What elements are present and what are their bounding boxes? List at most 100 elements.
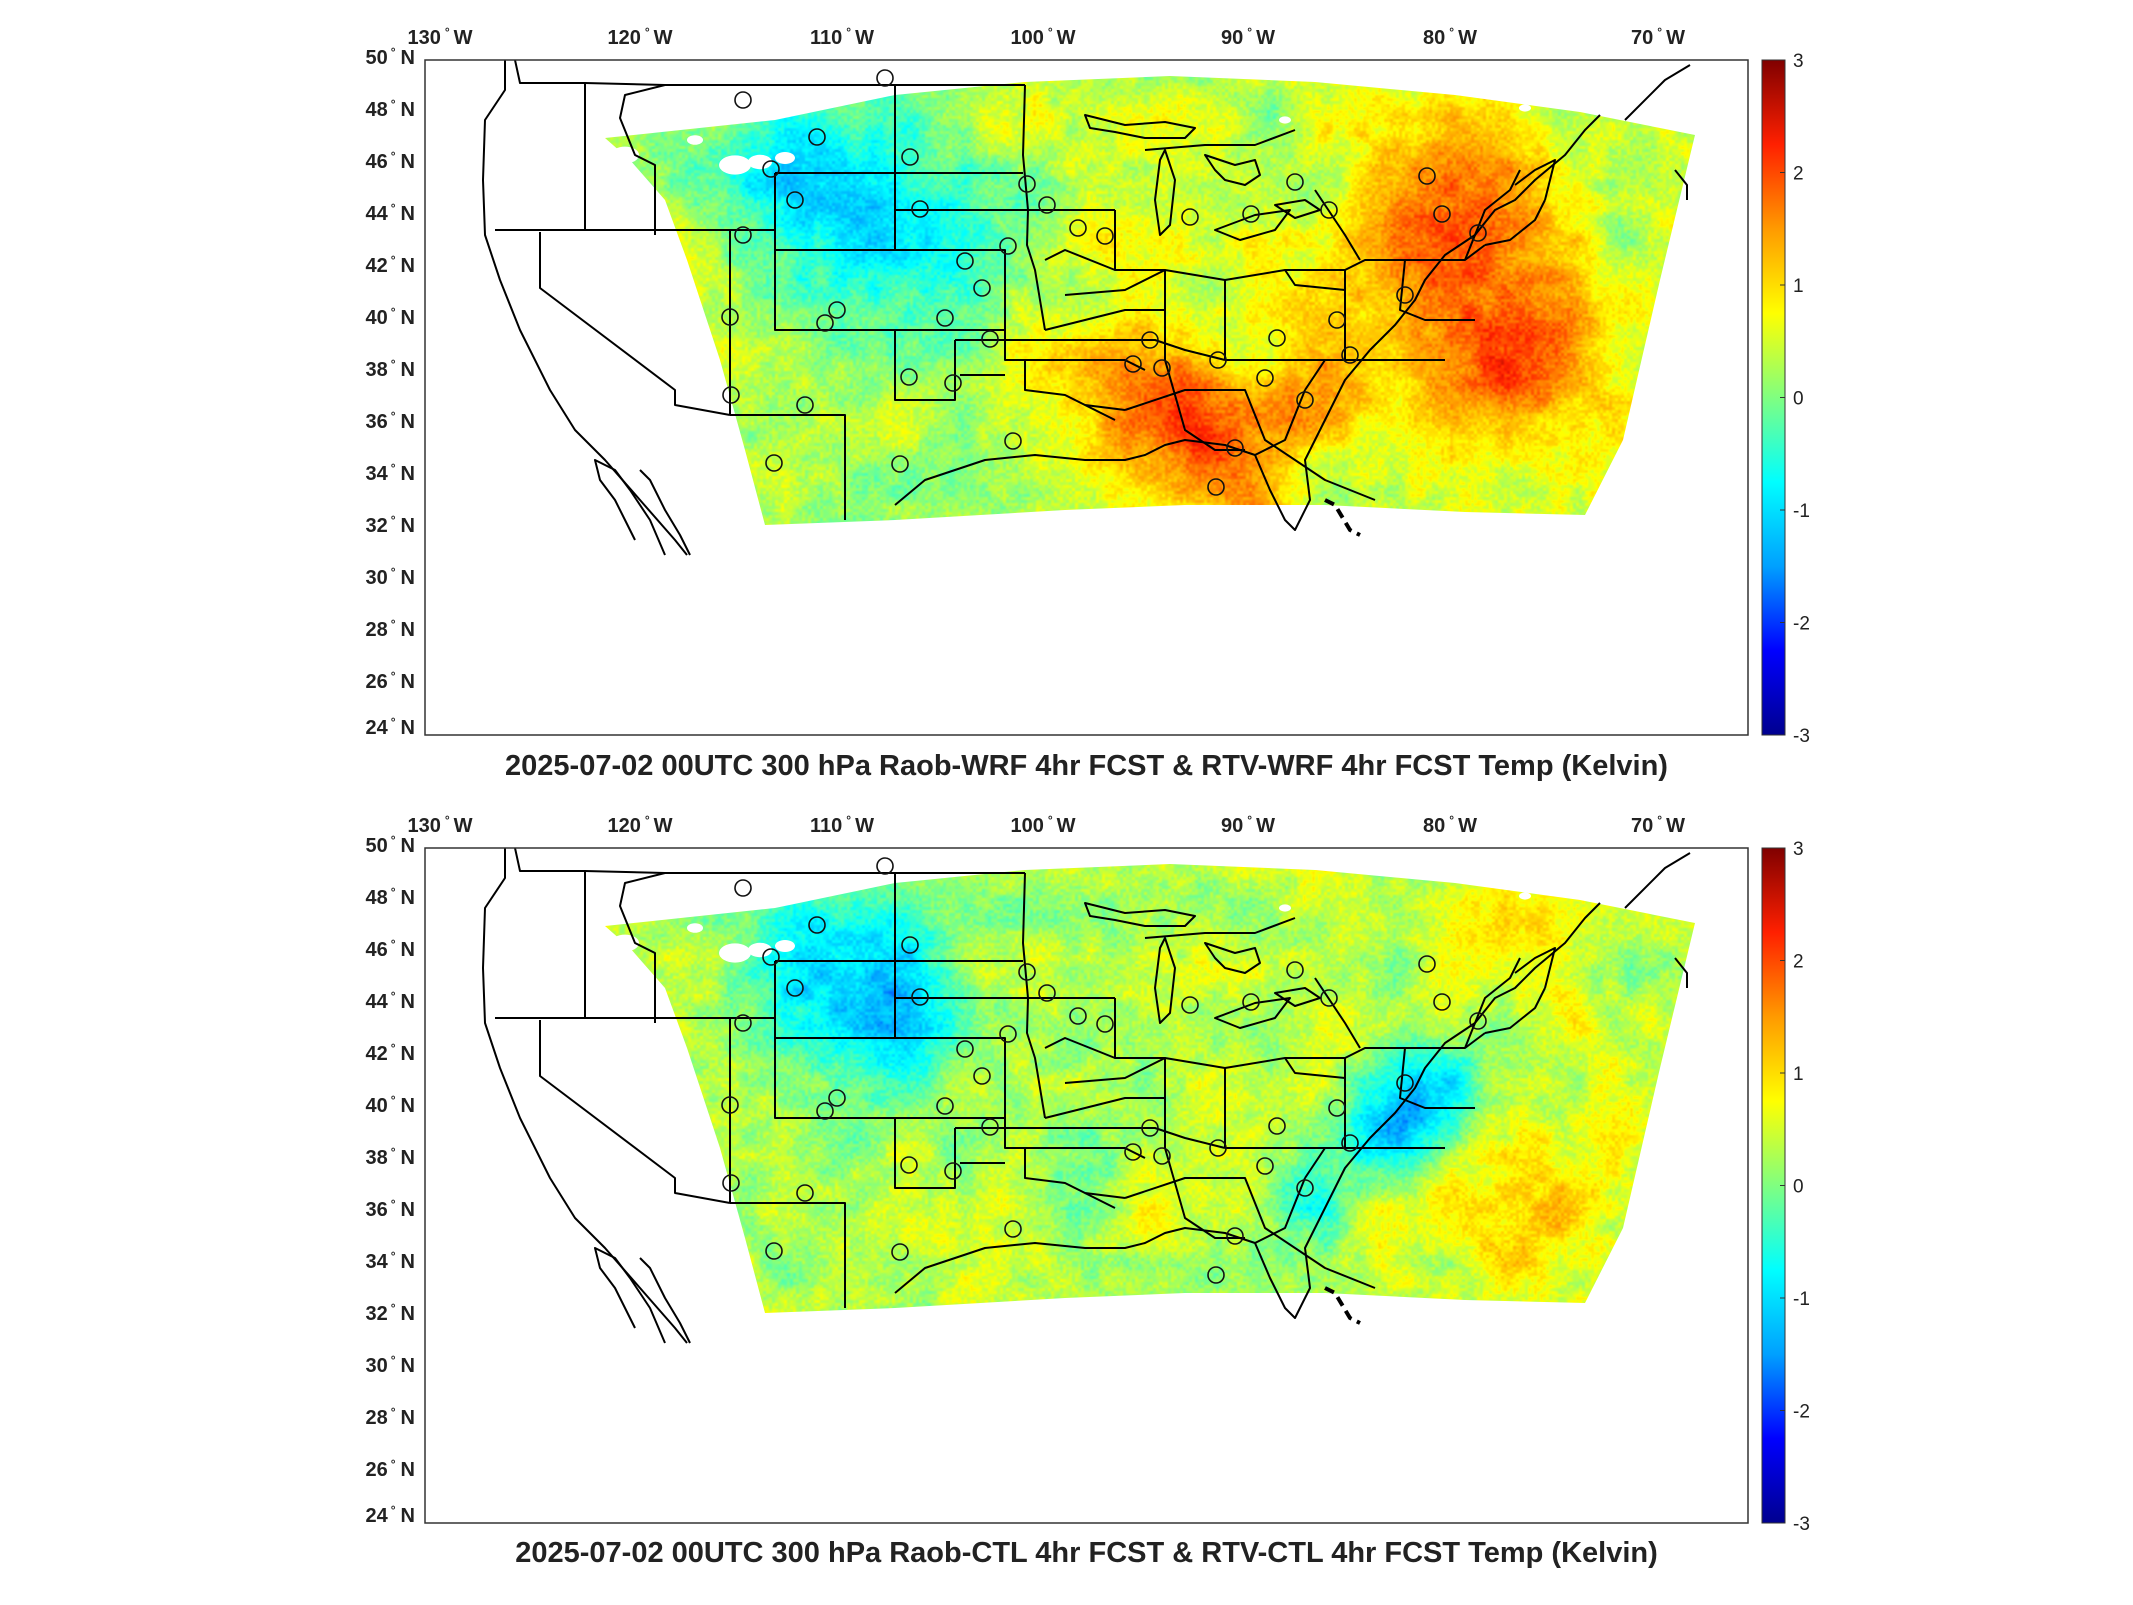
- raob-station-marker: [956, 1040, 974, 1058]
- latitude-tick-label: 34 ° N: [365, 461, 415, 485]
- panel-title: 2025-07-02 00UTC 300 hPa Raob-CTL 4hr FC…: [515, 1537, 1658, 1569]
- raob-station-marker: [1328, 311, 1346, 329]
- raob-station-marker: [765, 454, 783, 472]
- raob-station-marker: [901, 936, 919, 954]
- raob-station-marker: [1341, 1134, 1359, 1152]
- raob-station-marker: [1433, 993, 1451, 1011]
- raob-station-marker: [786, 979, 804, 997]
- raob-station-marker: [1256, 369, 1274, 387]
- raob-station-marker: [1418, 955, 1436, 973]
- raob-station-marker: [876, 69, 894, 87]
- longitude-tick-label: 80 ° W: [1423, 25, 1477, 49]
- raob-station-marker: [1396, 1074, 1414, 1092]
- raob-station-marker: [722, 1174, 740, 1192]
- raob-station-marker: [1181, 208, 1199, 226]
- colorbar-tick-label: -2: [1793, 1402, 1810, 1423]
- raob-station-marker: [816, 1102, 834, 1120]
- colorbar-tick-label: 0: [1793, 1177, 1804, 1198]
- raob-station-marker: [762, 160, 780, 178]
- raob-station-marker: [734, 879, 752, 897]
- raob-station-marker: [981, 330, 999, 348]
- raob-station-marker: [796, 396, 814, 414]
- raob-station-marker: [796, 1184, 814, 1202]
- colorbar-tick-label: 1: [1793, 276, 1804, 297]
- raob-station-marker: [891, 455, 909, 473]
- longitude-tick-label: 100 ° W: [1010, 813, 1075, 837]
- raob-station-marker: [944, 1162, 962, 1180]
- raob-station-marker: [1268, 1117, 1286, 1135]
- raob-station-marker: [722, 386, 740, 404]
- latitude-tick-label: 40 ° N: [365, 305, 415, 329]
- latitude-tick-label: 38 ° N: [365, 357, 415, 381]
- raob-station-marker: [876, 857, 894, 875]
- raob-stations: [721, 857, 1487, 1284]
- raob-station-marker: [1069, 219, 1087, 237]
- raob-station-marker: [911, 200, 929, 218]
- raob-station-marker: [1242, 993, 1260, 1011]
- raob-station-marker: [765, 1242, 783, 1260]
- west-coastline: [482, 60, 688, 556]
- raob-station-marker: [1038, 984, 1056, 1002]
- colorbar-tick-label: -2: [1793, 614, 1810, 635]
- raob-station-marker: [1242, 205, 1260, 223]
- raob-station-marker: [1320, 989, 1338, 1007]
- latitude-tick-label: 40 ° N: [365, 1093, 415, 1117]
- colorbar-tick-label: 0: [1793, 389, 1804, 410]
- latitude-tick-label: 44 ° N: [365, 201, 415, 225]
- latitude-tick-label: 28 ° N: [365, 1405, 415, 1429]
- raob-station-marker: [1256, 1157, 1274, 1175]
- map-frame: [424, 847, 1749, 1524]
- raob-station-marker: [1209, 351, 1227, 369]
- latitude-tick-label: 26 ° N: [365, 1457, 415, 1481]
- raob-station-marker: [1418, 167, 1436, 185]
- latitude-tick-label: 26 ° N: [365, 669, 415, 693]
- raob-station-marker: [1141, 331, 1159, 349]
- latitude-tick-label: 46 ° N: [365, 937, 415, 961]
- raob-station-marker: [828, 301, 846, 319]
- raob-station-marker: [1296, 391, 1314, 409]
- map-panel-1: [424, 59, 1749, 736]
- raob-station-marker: [999, 237, 1017, 255]
- raob-station-marker: [1286, 173, 1304, 191]
- colorbar-tick-label: -3: [1793, 726, 1810, 747]
- colorbar-tick-label: -1: [1793, 1289, 1810, 1310]
- raob-station-marker: [1341, 346, 1359, 364]
- raob-station-marker: [1207, 478, 1225, 496]
- missing-data-gaps: [611, 104, 1531, 175]
- raob-station-marker: [1286, 961, 1304, 979]
- raob-station-marker: [808, 916, 826, 934]
- east-gulf-coastline: [894, 114, 1601, 531]
- map-panel-2: [424, 847, 1749, 1524]
- latitude-tick-label: 44 ° N: [365, 989, 415, 1013]
- raob-station-marker: [1469, 1012, 1487, 1030]
- latitude-tick-label: 48 ° N: [365, 97, 415, 121]
- latitude-tick-label: 36 ° N: [365, 409, 415, 433]
- temperature-difference-field: [605, 864, 1695, 1313]
- longitude-tick-label: 80 ° W: [1423, 813, 1477, 837]
- east-gulf-coastline: [894, 902, 1601, 1319]
- colorbar-tick-label: -3: [1793, 1514, 1810, 1535]
- longitude-tick-label: 70 ° W: [1631, 813, 1685, 837]
- longitude-tick-label: 120 ° W: [607, 813, 672, 837]
- raob-station-marker: [981, 1118, 999, 1136]
- longitude-tick-label: 70 ° W: [1631, 25, 1685, 49]
- raob-station-marker: [1226, 439, 1244, 457]
- raob-station-marker: [1096, 1015, 1114, 1033]
- raob-station-marker: [1018, 175, 1036, 193]
- raob-station-marker: [956, 252, 974, 270]
- latitude-tick-label: 42 ° N: [365, 1041, 415, 1065]
- raob-station-marker: [762, 948, 780, 966]
- raob-station-marker: [1124, 355, 1142, 373]
- colorbar-tick-label: 3: [1793, 839, 1804, 860]
- colorbar: 3 2 1 0 -1 -2 -3: [1761, 51, 1810, 747]
- raob-station-marker: [1004, 432, 1022, 450]
- latitude-tick-label: 48 ° N: [365, 885, 415, 909]
- latitude-tick-label: 28 ° N: [365, 617, 415, 641]
- longitude-tick-label: 100 ° W: [1010, 25, 1075, 49]
- raob-station-marker: [1141, 1119, 1159, 1137]
- raob-station-marker: [973, 1067, 991, 1085]
- raob-station-marker: [1069, 1007, 1087, 1025]
- colorbar-tick-label: 2: [1793, 164, 1804, 185]
- latitude-tick-label: 32 ° N: [365, 1301, 415, 1325]
